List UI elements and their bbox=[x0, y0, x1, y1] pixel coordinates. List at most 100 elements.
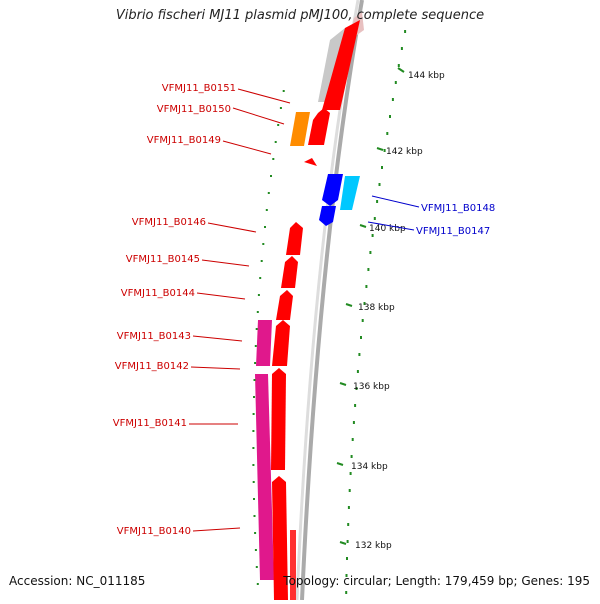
gc-tick bbox=[254, 362, 257, 364]
kbp-tick bbox=[397, 67, 405, 73]
gc-tick bbox=[264, 226, 266, 228]
gc-tick bbox=[400, 47, 403, 50]
gc-tick bbox=[349, 472, 352, 475]
cds-b0140-red bbox=[290, 530, 296, 600]
gc-tick bbox=[254, 549, 257, 551]
cds-b0144-red bbox=[276, 290, 293, 320]
cds-b0141-red bbox=[272, 476, 288, 600]
gc-tick bbox=[347, 523, 350, 526]
leader-line bbox=[207, 222, 257, 233]
gc-tick bbox=[252, 430, 255, 432]
gc-tick bbox=[282, 90, 285, 92]
gc-tick bbox=[346, 557, 348, 560]
gc-tick bbox=[356, 370, 359, 373]
backbone-outer bbox=[300, 0, 364, 601]
gene-label-b0148: VFMJ11_B0148 bbox=[421, 203, 495, 214]
leader-line bbox=[192, 527, 241, 532]
gc-tick bbox=[270, 175, 272, 177]
cds-b0146-red bbox=[286, 222, 303, 255]
gc-tick bbox=[373, 217, 376, 220]
gene-label-b0140: VFMJ11_B0140 bbox=[117, 526, 191, 537]
kbp-label-144: 144 kbp bbox=[408, 71, 445, 81]
gc-tick bbox=[253, 515, 256, 517]
gene-label-b0149: VFMJ11_B0149 bbox=[147, 135, 221, 146]
gc-tick bbox=[260, 260, 263, 262]
gc-tick bbox=[345, 574, 348, 577]
leader-line bbox=[237, 88, 291, 104]
kbp-label-132: 132 kbp bbox=[355, 541, 392, 551]
gc-tick bbox=[355, 387, 358, 390]
cds-b0150-red bbox=[308, 108, 330, 145]
gc-tick bbox=[358, 353, 361, 356]
kbp-label-136: 136 kbp bbox=[353, 382, 390, 392]
kbp-label-134: 134 kbp bbox=[351, 462, 388, 472]
gc-tick bbox=[256, 583, 259, 585]
gc-tick bbox=[348, 489, 351, 492]
gene-label-b0141: VFMJ11_B0141 bbox=[113, 418, 187, 429]
topology-text: Topology: circular; Length: 179,459 bp; … bbox=[283, 574, 590, 588]
kbp-label-142: 142 kbp bbox=[386, 147, 423, 157]
leader-line bbox=[371, 195, 420, 208]
leader-line bbox=[196, 292, 246, 300]
gc-tick bbox=[279, 107, 282, 109]
cds-b0145-red bbox=[281, 256, 298, 288]
gc-tick bbox=[254, 345, 257, 347]
leader-line bbox=[190, 366, 241, 370]
gene-label-b0151: VFMJ11_B0151 bbox=[162, 83, 236, 94]
gene-label-b0143: VFMJ11_B0143 bbox=[117, 331, 191, 342]
gene-label-b0145: VFMJ11_B0145 bbox=[126, 254, 200, 265]
gc-tick bbox=[371, 234, 374, 237]
gc-tick bbox=[361, 319, 364, 322]
accession-text: Accession: NC_011185 bbox=[9, 574, 146, 588]
cds-b0142-red bbox=[271, 368, 286, 470]
magenta-feature-2 bbox=[255, 374, 274, 580]
gc-tick bbox=[389, 115, 391, 118]
kbp-tick bbox=[336, 462, 344, 466]
kbp-label-138: 138 kbp bbox=[358, 303, 395, 313]
gc-tick bbox=[352, 421, 355, 424]
gc-tick bbox=[354, 404, 357, 407]
gc-tick bbox=[397, 64, 400, 67]
cds-b0147-blue bbox=[319, 206, 336, 226]
gc-tick bbox=[252, 481, 255, 483]
gene-label-b0142: VFMJ11_B0142 bbox=[115, 361, 189, 372]
gene-labels-right: VFMJ11_B0148 VFMJ11_B0147 bbox=[367, 195, 495, 237]
gene-label-b0147: VFMJ11_B0147 bbox=[416, 226, 490, 237]
leader-line bbox=[201, 259, 250, 267]
cds-b0148-cyan bbox=[340, 176, 360, 210]
gene-labels-left: VFMJ11_B0151 VFMJ11_B0150 VFMJ11_B0149 V… bbox=[113, 83, 291, 537]
map-title: Vibrio fischeri MJ11 plasmid pMJ100, com… bbox=[115, 8, 485, 23]
gc-tick bbox=[255, 328, 258, 330]
gc-tick bbox=[378, 183, 381, 186]
gc-tick bbox=[404, 30, 407, 33]
gc-tick bbox=[257, 294, 260, 296]
gc-tick bbox=[255, 566, 258, 568]
gc-tick bbox=[369, 251, 372, 254]
gc-tick bbox=[253, 498, 255, 500]
gc-tick bbox=[386, 132, 389, 135]
cds-b0143-red bbox=[272, 320, 290, 366]
cds-forward-top bbox=[322, 20, 360, 110]
gc-tick bbox=[391, 98, 394, 101]
gc-tick bbox=[367, 268, 370, 271]
gc-tick bbox=[346, 540, 349, 543]
gc-tick bbox=[259, 277, 262, 279]
gc-tick bbox=[345, 591, 348, 594]
gc-tick bbox=[277, 124, 280, 126]
gc-tick bbox=[376, 200, 379, 203]
gc-tick bbox=[254, 532, 257, 534]
cds-b0149-red bbox=[304, 158, 317, 166]
gc-tick bbox=[381, 166, 383, 169]
kbp-label-140: 140 kbp bbox=[369, 224, 406, 234]
gc-tick bbox=[363, 302, 366, 305]
kbp-tick bbox=[339, 541, 347, 545]
orange-feature bbox=[290, 112, 310, 146]
gc-ticks bbox=[252, 30, 407, 594]
kbp-tick bbox=[376, 147, 384, 151]
gc-tick bbox=[274, 141, 277, 143]
cds-b0148-blue bbox=[322, 174, 343, 206]
leader-line bbox=[192, 335, 243, 342]
leader-line bbox=[222, 140, 272, 155]
